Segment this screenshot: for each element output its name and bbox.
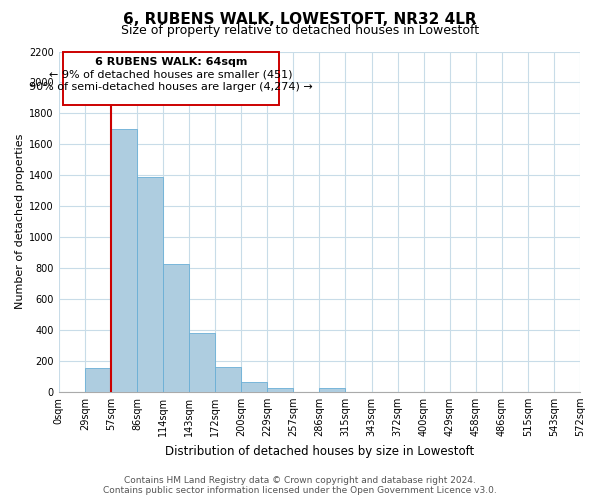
Text: Contains HM Land Registry data © Crown copyright and database right 2024.
Contai: Contains HM Land Registry data © Crown c…: [103, 476, 497, 495]
Bar: [215, 367, 241, 392]
Text: 6 RUBENS WALK: 64sqm: 6 RUBENS WALK: 64sqm: [95, 57, 247, 67]
Bar: [85, 368, 111, 392]
Text: ← 9% of detached houses are smaller (451): ← 9% of detached houses are smaller (451…: [49, 70, 293, 80]
Bar: [241, 382, 267, 392]
Bar: [111, 129, 137, 392]
X-axis label: Distribution of detached houses by size in Lowestoft: Distribution of detached houses by size …: [165, 444, 474, 458]
Bar: [319, 388, 346, 392]
Bar: [189, 333, 215, 392]
FancyBboxPatch shape: [62, 52, 279, 105]
Y-axis label: Number of detached properties: Number of detached properties: [15, 134, 25, 310]
Text: 6, RUBENS WALK, LOWESTOFT, NR32 4LR: 6, RUBENS WALK, LOWESTOFT, NR32 4LR: [123, 12, 477, 28]
Bar: [137, 177, 163, 392]
Text: 90% of semi-detached houses are larger (4,274) →: 90% of semi-detached houses are larger (…: [29, 82, 313, 92]
Bar: [163, 264, 189, 392]
Text: Size of property relative to detached houses in Lowestoft: Size of property relative to detached ho…: [121, 24, 479, 37]
Bar: [267, 388, 293, 392]
